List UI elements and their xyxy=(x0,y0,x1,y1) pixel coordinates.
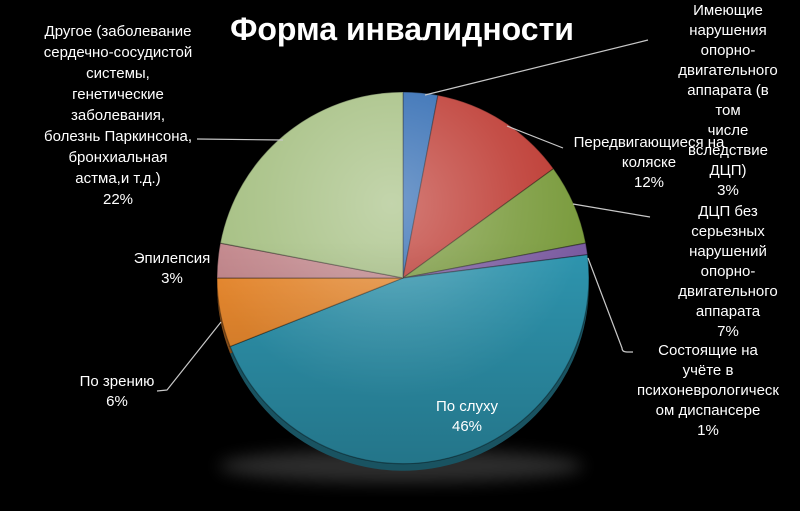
callout-other: Другое (заболевание сердечно-сосудистой … xyxy=(43,23,193,208)
leader-line-musculoskeletal xyxy=(424,39,649,96)
callout-wheelchair: Передвигающиеся на коляске 12% xyxy=(573,134,725,191)
chart-title: Форма инвалидности xyxy=(230,11,574,47)
callout-epilepsy: Эпилепсия 3% xyxy=(133,250,211,287)
callout-hearing: По слуху 46% xyxy=(435,398,499,435)
leader-line-psychoneurological xyxy=(587,257,633,353)
pie-slices xyxy=(216,91,590,465)
leader-line-vision xyxy=(156,321,222,392)
callout-cp-without-impairment: ДЦП без серьезных нарушений опорно- двиг… xyxy=(678,203,778,340)
callout-psychoneurological: Состоящие на учёте в психоневрологическ … xyxy=(637,342,779,439)
leader-lines xyxy=(156,39,651,392)
leader-line-other xyxy=(196,138,284,141)
leader-line-wheelchair xyxy=(506,125,564,149)
leader-line-cp-without-impairment xyxy=(572,203,651,218)
callout-vision: По зрению 6% xyxy=(79,373,155,410)
callout-musculoskeletal: Имеющие нарушения опорно- двигательного … xyxy=(678,2,778,199)
